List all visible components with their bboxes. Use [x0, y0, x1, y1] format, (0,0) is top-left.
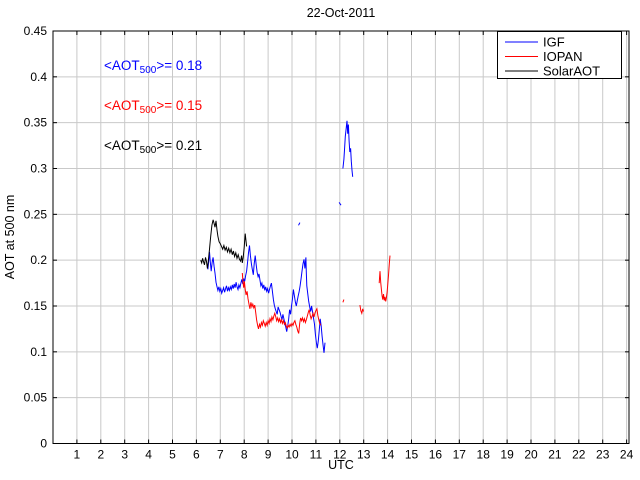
- series-line-igf: [298, 222, 301, 226]
- y-tick-label: 0.3: [30, 162, 47, 176]
- x-axis-label: UTC: [328, 458, 354, 472]
- x-tick-label: 18: [477, 448, 491, 462]
- y-tick-label: 0.45: [24, 24, 48, 38]
- x-tick-label: 1: [74, 448, 81, 462]
- y-tick-label: 0.25: [24, 207, 48, 221]
- annotation-subscript: 500: [140, 145, 157, 156]
- series-line-iopan: [241, 272, 322, 334]
- series-line-solaraot: [200, 219, 248, 269]
- y-tick-label: 0.15: [24, 299, 48, 313]
- series-line-iopan: [342, 299, 345, 303]
- x-tick-label: 17: [453, 448, 467, 462]
- x-tick-label: 4: [145, 448, 152, 462]
- x-tick-label: 7: [217, 448, 224, 462]
- legend-label-solaraot: SolarAOT: [543, 64, 600, 79]
- x-tick-label: 14: [381, 448, 395, 462]
- chart-title: 22-Oct-2011: [307, 6, 376, 20]
- series-line-igf: [342, 120, 354, 177]
- data-series: [200, 120, 391, 353]
- x-tick-label: 2: [97, 448, 104, 462]
- mean-aot-annotation-solaraot: <AOT500>= 0.21: [104, 138, 202, 156]
- x-tick-label: 23: [596, 448, 610, 462]
- series-line-iopan: [378, 255, 391, 302]
- series-line-iopan: [359, 305, 364, 316]
- mean-aot-annotation-igf: <AOT500>= 0.18: [104, 58, 202, 76]
- x-tick-label: 16: [429, 448, 443, 462]
- legend-label-igf: IGF: [543, 35, 565, 50]
- x-tick-label: 15: [405, 448, 419, 462]
- y-axis-label: AOT at 500 nm: [3, 195, 17, 280]
- mean-aot-annotation-iopan: <AOT500>= 0.15: [104, 98, 202, 116]
- annotation-subscript: 500: [140, 105, 157, 116]
- annotation-subscript: 500: [140, 65, 157, 76]
- annotation-text: >= 0.18: [156, 58, 202, 73]
- y-tick-label: 0: [40, 437, 47, 451]
- x-tick-label: 22: [572, 448, 586, 462]
- x-tick-label: 19: [500, 448, 514, 462]
- y-tick-label: 0.05: [24, 391, 48, 405]
- series-line-igf: [338, 202, 342, 206]
- x-tick-label: 3: [121, 448, 128, 462]
- x-tick-label: 5: [169, 448, 176, 462]
- legend-label-iopan: IOPAN: [543, 49, 583, 64]
- axes-box: [52, 30, 630, 444]
- x-tick-label: 12: [333, 448, 347, 462]
- series-line-igf: [206, 245, 326, 353]
- annotation-text: <AOT: [104, 58, 140, 73]
- annotation-text: >= 0.21: [156, 138, 202, 153]
- y-tick-label: 0.35: [24, 116, 48, 130]
- annotation-text: >= 0.15: [156, 98, 202, 113]
- x-tick-label: 8: [241, 448, 248, 462]
- y-tick-label: 0.2: [30, 253, 47, 267]
- y-tick-labels: 0 0.05 0.1 0.15 0.2 0.25 0.3 0.35 0.4 0.45: [24, 24, 48, 451]
- grid-lines: [53, 30, 629, 444]
- x-tick-label: 24: [620, 448, 634, 462]
- y-tick-label: 0.4: [30, 70, 47, 84]
- annotation-text: <AOT: [104, 138, 140, 153]
- y-tick-label: 0.1: [30, 345, 47, 359]
- x-tick-labels: 1 2 3 4 5 6 7 8 9 10 11 12 13 14 15 16 17 18 19 20 21 22 23 24: [74, 448, 634, 462]
- x-tick-label: 13: [357, 448, 371, 462]
- x-tick-label: 11: [310, 448, 323, 462]
- x-tick-label: 6: [193, 448, 200, 462]
- x-tick-label: 10: [285, 448, 299, 462]
- annotation-text: <AOT: [104, 98, 140, 113]
- x-tick-label: 9: [265, 448, 272, 462]
- x-tick-label: 20: [524, 448, 538, 462]
- x-tick-label: 21: [548, 448, 562, 462]
